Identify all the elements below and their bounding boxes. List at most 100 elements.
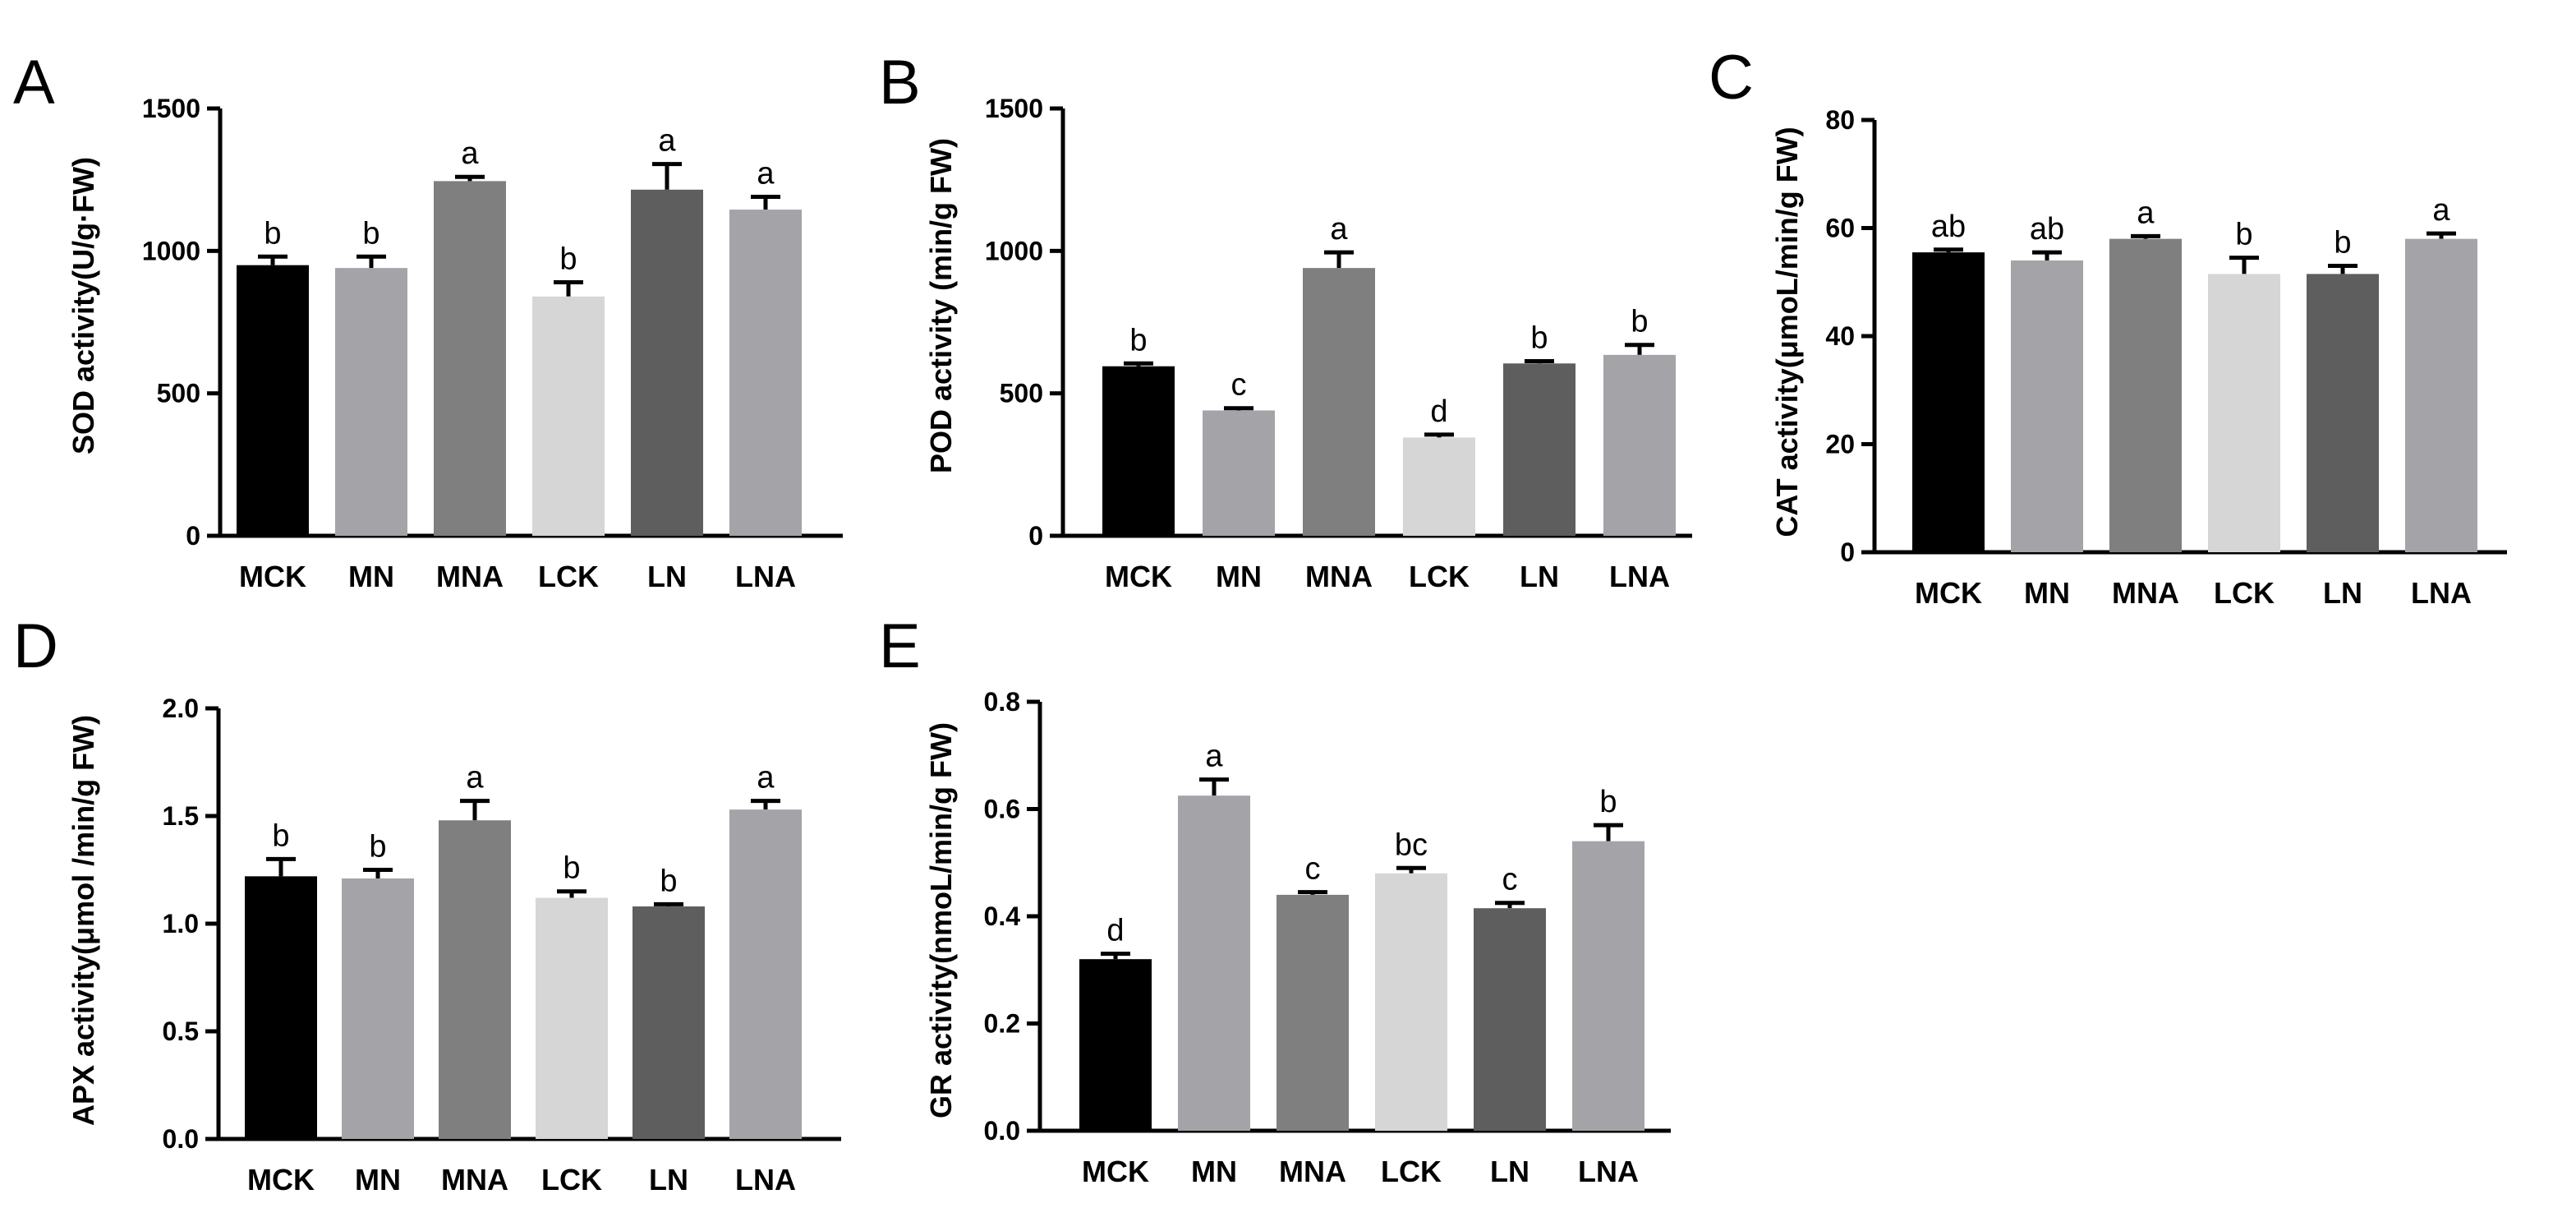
panel-e-xtick-label: MNA [1279,1155,1346,1188]
panel-c-bar-lna [2405,238,2477,552]
panel-b-sig-letter: d [1430,394,1447,429]
panel-d-sig-letter: b [369,830,386,864]
panel-a-ytick-label: 500 [157,379,200,408]
panel-a-sig-letter: a [461,136,479,171]
panel-b-bar-lna [1603,354,1676,536]
panel-e-bar-mn [1178,795,1250,1131]
panel-d-xtick-label: MNA [441,1163,508,1196]
panel-e-bar-mck [1079,959,1152,1131]
panel-e-bar-mna [1276,894,1349,1131]
panel-e-ytick-label: 0.0 [984,1116,1020,1146]
panel-a-sig-letter: b [264,216,281,251]
panel-d-xtick-label: LNA [735,1163,796,1196]
panel-d-bar-mck [245,876,317,1139]
panel-c-xtick-label: MN [2024,576,2070,610]
panel-a-xtick-label: MCK [239,560,306,593]
panel-e-sig-letter: b [1599,785,1617,819]
panel-d-ytick-label: 1.5 [163,801,199,831]
panel-b-xtick-label: MN [1216,560,1262,593]
panel-d-sig-letter: b [272,818,289,853]
panel-d-letter: D [13,611,58,681]
panel-b-bar-mna [1303,268,1375,536]
panel-a-plot: 0 500 1000 1500 MCK b MN b MNA a LCK b LN a LNA a [142,94,843,593]
panel-e-ylabel: GR activity(nmoL/min/g FW) [924,722,958,1118]
panel-a-xtick-label: MNA [436,560,504,593]
panel-d-ylabel: APX activity(μmol /min/g FW) [67,715,100,1126]
panel-c-xtick-label: LN [2323,576,2362,610]
panel-c-sig-letter: b [2235,218,2252,252]
panel-e-sig-letter: c [1502,863,1518,897]
panel-b-letter: B [879,48,921,118]
panel-c-plot: 0 20 40 60 80 MCK ab MN ab MNA a LCK b LN b LNA a [1825,105,2507,610]
panel-e-ytick-label: 0.4 [984,901,1021,931]
panel-a-ytick-label: 1000 [142,236,200,265]
panel-c-ytick-label: 40 [1825,321,1855,351]
panel-b-plot: 0 500 1000 1500 MCK b MN c MNA a LCK d LN b LNA b [985,94,1692,593]
panel-e-ytick-label: 0.8 [984,687,1020,717]
panel-d-plot: 0.0 0.5 1.0 1.5 2.0 MCK b MN b MNA a LCK b LN b LNA a [163,694,841,1196]
panel-b-ytick-label: 1000 [985,236,1043,265]
panel-d-bar-ln [632,906,705,1139]
panel-d-ytick-label: 0.0 [163,1124,199,1154]
panel-e-sig-letter: c [1305,852,1321,887]
panel-a-letter: A [13,48,55,118]
panel-d-ytick-label: 0.5 [163,1017,199,1046]
panel-c-xtick-label: LCK [2214,576,2275,610]
panel-a-bar-mck [237,265,309,536]
panel-b-xtick-label: LCK [1409,560,1470,593]
panel-a-bar-lck [532,296,605,536]
panel-a-xtick-label: LN [647,560,687,593]
panel-b-sig-letter: a [1330,212,1348,247]
panel-e-xtick-label: LCK [1381,1155,1442,1188]
panel-c-bar-mn [2011,260,2083,552]
panel-a-bar-ln [631,189,703,537]
panel-b-bar-ln [1503,363,1576,536]
panel-c-xtick-label: MCK [1915,576,1982,610]
panel-a-sig-letter: b [362,216,380,251]
panel-c-sig-letter: b [2334,226,2351,260]
panel-d-sig-letter: b [563,851,580,886]
panel-c-ytick-label: 60 [1825,214,1855,243]
panel-b-xtick-label: MNA [1305,560,1373,593]
panel-d-ytick-label: 1.0 [163,909,199,938]
panel-a-sig-letter: b [559,242,577,276]
panel-b-sig-letter: b [1129,323,1147,357]
panel-b-xtick-label: LNA [1609,560,1670,593]
panel-c-xtick-label: LNA [2411,576,2472,610]
panel-e-sig-letter: bc [1395,828,1428,862]
panel-d-bar-mn [342,878,414,1139]
panel-e-letter: E [879,611,921,681]
panel-b-bar-mck [1102,366,1175,536]
panel-d-xtick-label: LCK [541,1163,602,1196]
panel-c-letter: C [1709,43,1754,113]
panel-e-xtick-label: MN [1191,1155,1237,1188]
panel-b-xtick-label: MCK [1105,560,1172,593]
panel-b-sig-letter: b [1631,305,1648,339]
panel-e-ytick-label: 0.6 [984,795,1020,824]
panel-a-bar-mn [335,268,407,536]
panel-d-xtick-label: LN [649,1163,688,1196]
panel-d-sig-letter: b [660,864,677,898]
panel-d-sig-letter: a [466,761,484,795]
panel-a-sig-letter: a [658,124,676,159]
panel-b-sig-letter: b [1530,320,1548,355]
panel-a-bar-lna [729,210,802,537]
panel-c-ylabel: CAT activity(μmoL/min/g FW) [1770,127,1804,537]
panel-b: B POD activity (min/g FW) 0 500 1000 1500 MC… [879,48,1692,593]
panel-e-bar-lck [1375,873,1447,1131]
panel-b-ytick-label: 1500 [985,94,1043,123]
panel-c-bar-mna [2109,238,2182,552]
panel-c-xtick-label: MNA [2112,576,2179,610]
panel-d: D APX activity(μmol /min/g FW) 0.0 0.5 1.0… [13,611,841,1196]
panel-e-ytick-label: 0.2 [984,1009,1020,1039]
panel-b-ytick-label: 0 [1028,521,1043,551]
panel-a-xtick-label: LCK [538,560,599,593]
panel-b-bar-mn [1203,410,1275,536]
panel-e: E GR activity(nmoL/min/g FW) 0.0 0.2 0.4 0.… [879,611,1671,1188]
panel-a-ytick-label: 1500 [142,94,200,123]
panel-c-ytick-label: 80 [1825,105,1855,135]
panel-a-ytick-label: 0 [186,521,200,551]
panel-c-ytick-label: 20 [1825,430,1855,459]
panel-d-sig-letter: a [757,761,775,795]
